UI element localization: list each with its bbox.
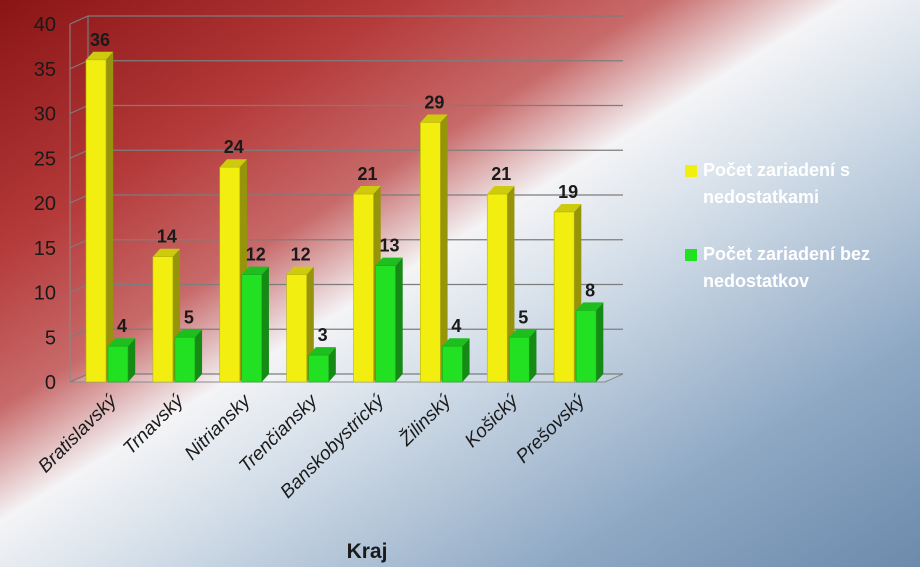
legend-item: Počet zariadení bez nedostatkov [685,244,870,291]
bar-top [241,266,269,275]
bar [241,266,269,383]
legend-label: Počet zariadení bez [703,244,870,264]
data-label: 24 [224,137,244,157]
bar-side [395,257,403,382]
data-label: 4 [451,316,461,336]
bar-top [152,248,181,257]
bar-front [219,166,241,383]
bar-front [174,336,196,383]
bar-side [194,329,203,382]
y-tick-label: 10 [34,283,56,305]
bars: 36 4 14 5 24 12 12 3 21 13 29 4 21 5 19 8 [85,30,604,383]
y-tick-label: 35 [34,59,56,81]
bar-front [241,274,263,383]
bar-front [420,122,441,383]
bar [508,329,537,383]
gridline [69,15,623,25]
bar [575,302,604,383]
y-tick-label: 15 [34,238,56,260]
bar-side [261,266,269,382]
bar-front [508,336,530,383]
data-label: 19 [558,182,578,202]
bar-top [576,302,604,311]
bar [375,257,403,383]
data-label: 21 [357,164,377,184]
bar [420,114,448,383]
data-label: 5 [184,307,194,327]
bar-side [328,347,336,382]
bar-side [106,51,114,383]
bar-top [86,51,114,60]
bar [85,51,114,383]
bar-top [286,266,314,275]
data-label: 5 [518,307,528,327]
bar-top [554,203,582,212]
bar-front [308,354,329,383]
bar-front [442,345,463,383]
bar-top [375,257,403,266]
bar-top [353,186,381,195]
bar-top [420,114,448,123]
bar-side [529,329,537,382]
legend-swatch [685,249,697,261]
legend-label: nedostatkami [703,187,819,207]
bar-top [174,329,203,338]
legend-item: Počet zariadení s nedostatkami [685,160,850,207]
bar-side [507,186,515,382]
bar-top [308,347,336,356]
bar-front [107,345,129,383]
bar [553,203,582,383]
data-label: 36 [90,30,110,50]
bar-side [462,338,470,382]
bar [107,338,136,383]
bar [286,266,314,383]
data-label: 21 [491,164,511,184]
y-tick-label: 30 [34,104,56,126]
data-label: 14 [157,227,177,247]
bar-top [219,159,247,168]
legend-label: nedostatkov [703,271,809,291]
y-tick-label: 25 [34,148,56,170]
x-axis-label: Kraj [347,540,388,563]
data-label: 12 [291,245,311,265]
bar-side [596,302,604,382]
data-label: 13 [379,236,399,256]
bar-side [128,338,136,382]
bar-front [575,310,597,383]
bar [486,186,515,383]
data-label: 12 [246,245,266,265]
bar-front [85,59,107,383]
bar [174,329,203,383]
data-label: 8 [585,280,595,300]
bar-front [353,193,374,383]
bar-top [487,186,515,195]
data-label: 3 [318,325,328,345]
data-label: 29 [424,92,444,112]
y-tick-label: 20 [34,193,56,215]
legend-swatch [685,165,697,177]
y-tick-label: 40 [34,14,56,36]
bar-front [152,256,174,383]
bar-front [486,193,508,383]
legend-label: Počet zariadení s [703,160,850,180]
y-tick-label: 5 [45,327,56,349]
bar-top [509,329,537,338]
bar-side [440,114,448,382]
y-tick-label: 0 [45,372,56,394]
bar [442,338,470,383]
bar-front [286,274,307,383]
bar [308,347,336,383]
bar-top [442,338,470,347]
y-axis: 0 5 10 15 20 25 30 35 40 [34,14,71,394]
data-label: 4 [117,316,127,336]
bar-top [108,338,136,347]
bar-front [553,211,575,383]
bar-front [375,265,396,383]
